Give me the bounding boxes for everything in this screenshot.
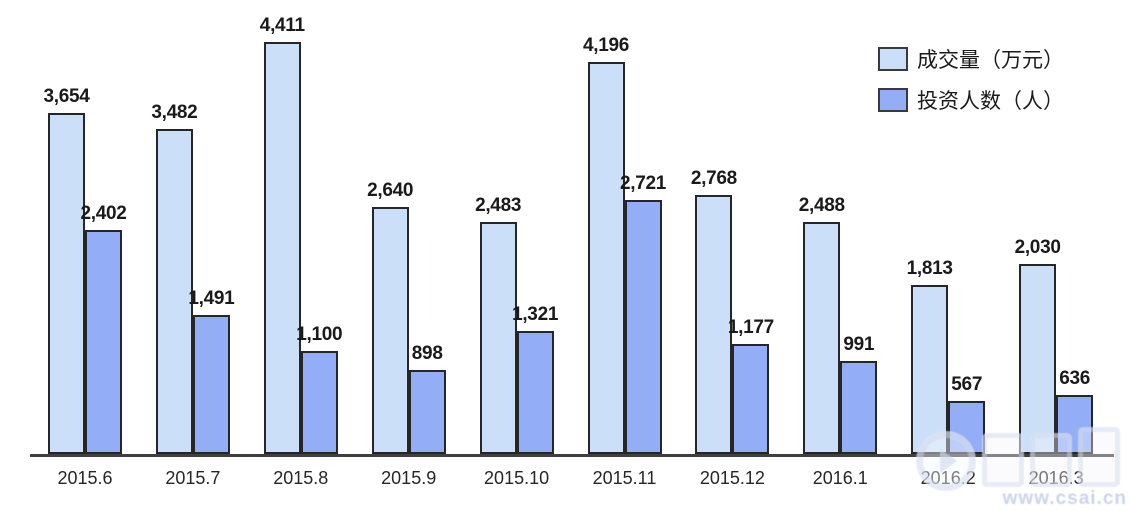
watermark-glyph [1030, 433, 1072, 487]
legend-label-volume: 成交量（万元） [917, 49, 1064, 72]
value-label: 3,482 [151, 102, 198, 123]
x-axis-label: 2015.7 [165, 468, 221, 488]
legend-item-investors: 投资人数（人） [878, 85, 1064, 115]
legend-label-investors: 投资人数（人） [917, 90, 1064, 113]
value-label: 1,813 [906, 258, 953, 279]
x-axis-label: 2016.1 [812, 468, 868, 488]
value-label: 1,177 [727, 317, 774, 338]
bar-volume [1019, 264, 1057, 454]
watermark-glyph [982, 433, 1024, 487]
x-axis-label: 2015.11 [592, 468, 657, 488]
bar-volume [155, 129, 193, 454]
legend: 成交量（万元） 投资人数（人） [878, 44, 1064, 115]
bar-volume [803, 222, 841, 454]
value-label: 2,402 [80, 203, 127, 224]
value-label: 2,030 [1014, 237, 1061, 258]
bar-volume [48, 113, 85, 454]
value-label: 898 [411, 343, 443, 364]
bar-volume [587, 62, 625, 454]
value-label: 991 [843, 334, 875, 355]
x-axis-line [30, 454, 1114, 457]
legend-swatch-investors-icon [878, 88, 908, 112]
bar-investors [624, 200, 662, 454]
bar-investors [408, 370, 446, 454]
value-label: 2,483 [475, 195, 522, 216]
value-label: 636 [1059, 368, 1090, 389]
watermark-play-icon [916, 431, 976, 491]
value-label: 2,721 [619, 173, 667, 194]
value-label: 2,640 [367, 180, 414, 201]
bar-volume [371, 207, 409, 454]
value-label: 3,654 [43, 86, 90, 107]
value-label: 1,491 [188, 288, 235, 309]
value-label: 4,411 [259, 15, 305, 36]
bar-investors [516, 331, 554, 454]
bar-investors [192, 315, 230, 454]
x-axis-label: 2015.9 [381, 468, 437, 488]
bar-volume [695, 195, 733, 454]
value-label: 2,488 [798, 195, 845, 216]
value-label: 2,768 [690, 168, 737, 189]
bar-investors [732, 344, 770, 454]
x-axis-label: 2015.12 [699, 468, 765, 488]
watermark-url: www.csai.cn [1002, 488, 1127, 509]
x-axis-label: 2015.10 [484, 468, 550, 488]
bar-investors [300, 351, 338, 454]
bar-investors [840, 361, 878, 454]
x-axis-label: 2015.6 [57, 468, 113, 488]
bar-volume [479, 222, 517, 454]
watermark-glyph [1078, 427, 1120, 487]
value-label: 1,100 [296, 324, 343, 345]
bar-investors [1056, 395, 1094, 454]
watermark: www.csai.cn [912, 419, 1130, 511]
legend-swatch-volume-icon [878, 47, 908, 71]
value-label: 1,321 [512, 304, 559, 325]
value-label: 4,196 [582, 35, 630, 56]
bar-volume [263, 42, 301, 454]
legend-item-volume: 成交量（万元） [878, 44, 1064, 74]
bar-volume [911, 285, 949, 454]
x-axis-label: 2015.8 [273, 468, 329, 488]
bar-investors [85, 230, 122, 454]
value-label: 567 [951, 374, 983, 395]
